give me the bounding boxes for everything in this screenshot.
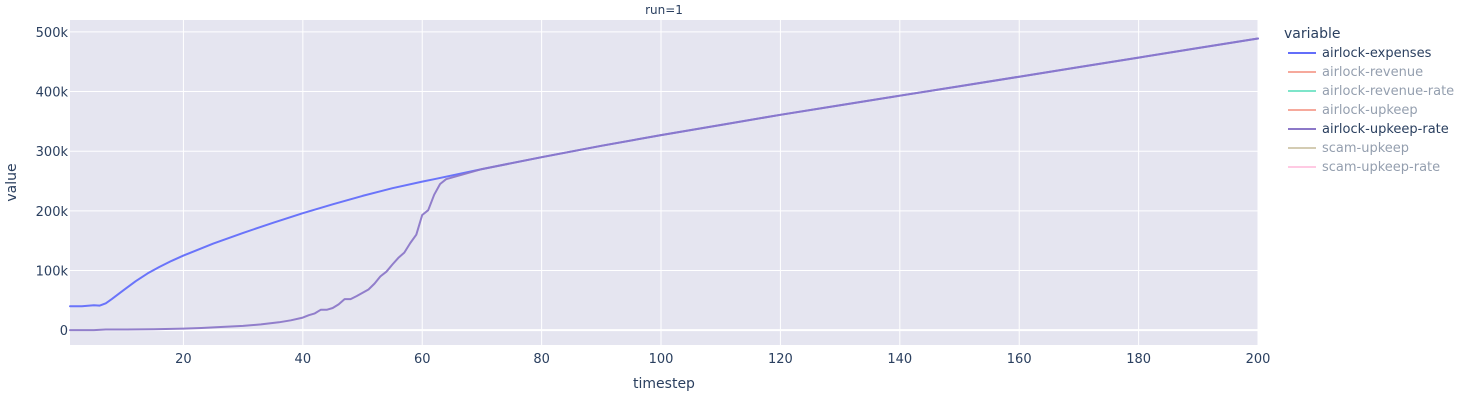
series-line-airlock-upkeep-rate[interactable]: [69, 37, 1259, 332]
legend-label: airlock-expenses: [1322, 46, 1432, 61]
legend-label: scam-upkeep: [1322, 141, 1409, 156]
legend-label: airlock-revenue: [1322, 65, 1423, 80]
facet-title: run=1: [645, 3, 683, 17]
y-axis-title: value: [4, 163, 20, 201]
x-tick-label: 180: [1126, 352, 1151, 367]
x-tick-label: 200: [1246, 352, 1271, 367]
legend-label: airlock-revenue-rate: [1322, 84, 1454, 99]
legend-label: scam-upkeep-rate: [1322, 160, 1440, 175]
y-tick-label: 300k: [36, 145, 69, 160]
plot-area[interactable]: [70, 20, 1258, 345]
legend-item[interactable]: scam-upkeep: [1288, 141, 1409, 156]
legend: variable airlock-expenses airlock-revenue…: [1284, 26, 1454, 175]
legend-item[interactable]: airlock-revenue: [1288, 65, 1423, 80]
legend-label: airlock-upkeep-rate: [1322, 122, 1449, 137]
x-tick-label: 80: [533, 352, 550, 367]
gridlines: [70, 20, 1259, 345]
legend-item[interactable]: airlock-revenue-rate: [1288, 84, 1454, 99]
legend-item[interactable]: airlock-upkeep-rate: [1288, 122, 1449, 137]
y-tick-label: 200k: [36, 205, 69, 220]
x-tick-label: 120: [768, 352, 793, 367]
x-tick-label: 160: [1007, 352, 1032, 367]
x-tick-label: 60: [414, 352, 431, 367]
legend-item[interactable]: scam-upkeep-rate: [1288, 160, 1440, 175]
y-tick-label: 0: [60, 324, 68, 339]
x-axis-ticks: 20 40 60 80 100 120 140 160 180 200: [175, 352, 1270, 367]
legend-title: variable: [1284, 26, 1340, 42]
y-tick-label: 500k: [36, 26, 69, 41]
legend-label: airlock-upkeep: [1322, 103, 1418, 118]
x-tick-label: 40: [295, 352, 312, 367]
x-axis-title: timestep: [633, 376, 695, 392]
x-tick-label: 140: [887, 352, 912, 367]
series-lines: [69, 37, 1259, 332]
y-tick-label: 400k: [36, 86, 69, 101]
legend-item[interactable]: airlock-expenses: [1288, 46, 1432, 61]
y-tick-label: 100k: [36, 264, 69, 279]
x-tick-label: 20: [175, 352, 192, 367]
y-axis-ticks: 0 100k 200k 300k 400k 500k: [36, 26, 69, 339]
x-tick-label: 100: [649, 352, 674, 367]
legend-item[interactable]: airlock-upkeep: [1288, 103, 1418, 118]
